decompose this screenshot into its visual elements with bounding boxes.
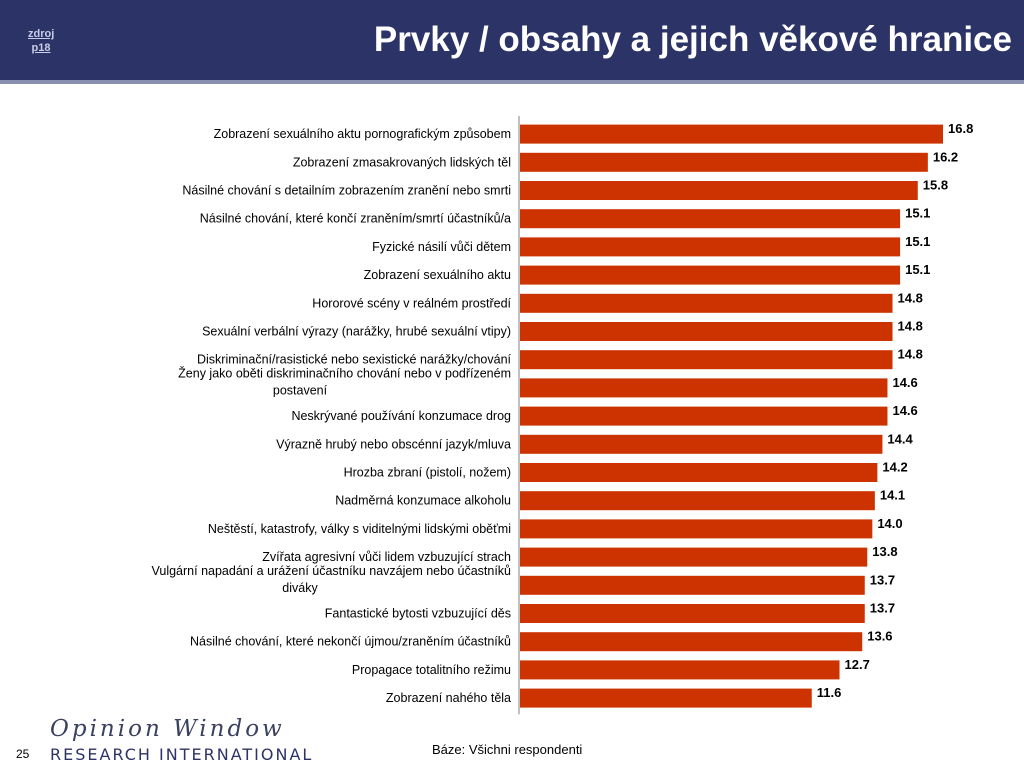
category-label: Ženy jako oběti diskriminačního chování … (178, 365, 511, 380)
data-label: 14.6 (892, 375, 917, 390)
bar (520, 632, 863, 652)
category-label: Hrozba zbraní (pistolí, nožem) (344, 466, 511, 480)
data-label: 14.2 (882, 460, 907, 475)
source-link-line1[interactable]: zdroj (28, 28, 55, 40)
brand-logo-script: Opinion Window (50, 716, 285, 742)
bar (520, 491, 875, 511)
bar (520, 265, 901, 285)
data-label: 14.8 (898, 290, 923, 305)
bar (520, 124, 943, 144)
bar (520, 322, 893, 341)
data-label: 15.1 (905, 206, 930, 221)
bar (520, 378, 888, 398)
data-label: 14.1 (880, 488, 905, 503)
category-label: Zobrazení zmasakrovaných lidských těl (293, 155, 511, 169)
header-bar (0, 0, 1024, 80)
data-label: 15.1 (905, 234, 930, 249)
data-label: 15.1 (905, 262, 930, 277)
bar (520, 575, 865, 595)
source-link-line2[interactable]: p18 (31, 42, 51, 54)
data-label: 14.0 (877, 516, 902, 531)
category-label: Propagace totalitního režimu (352, 663, 511, 677)
bar (520, 350, 893, 370)
data-label: 14.6 (892, 403, 917, 418)
bar (520, 209, 901, 229)
bar (520, 406, 888, 426)
bar (520, 434, 883, 454)
data-label: 16.2 (933, 149, 958, 164)
category-label: Násilné chování, které končí zraněním/sm… (200, 212, 511, 226)
header-divider (0, 80, 1024, 84)
category-label: postavení (273, 383, 328, 397)
brand-logo-corporate: RESEARCH INTERNATIONAL (50, 745, 314, 764)
data-label: 12.7 (845, 657, 870, 672)
data-label: 13.8 (872, 544, 897, 559)
data-label: 14.8 (898, 319, 923, 334)
category-label: Diskriminační/rasistické nebo sexistické… (197, 353, 512, 367)
bar (520, 181, 918, 200)
category-label: Hororové scény v reálném prostředí (312, 296, 511, 310)
data-label: 13.7 (870, 601, 895, 616)
page-number: 25 (16, 747, 30, 761)
bar (520, 293, 893, 313)
bar (520, 688, 812, 708)
bar (520, 519, 873, 539)
data-label: 11.6 (817, 685, 842, 700)
bar (520, 547, 868, 567)
base-note: Báze: Všichni respondenti (432, 742, 583, 757)
category-label: Zobrazení nahého těla (386, 691, 511, 705)
category-label: Sexuální verbální výrazy (narážky, hrubé… (202, 325, 511, 339)
data-label: 13.6 (867, 629, 892, 644)
bar (520, 152, 928, 172)
category-label: Nadměrná konzumace alkoholu (335, 494, 511, 508)
bar (520, 237, 901, 257)
data-label: 14.4 (887, 431, 913, 446)
bar (520, 604, 865, 623)
category-label: Zvířata agresivní vůči lidem vzbuzující … (262, 550, 511, 564)
category-label: Násilné chování s detailním zobrazením z… (182, 184, 511, 198)
data-label: 14.8 (898, 347, 923, 362)
page-title: Prvky / obsahy a jejich věkové hranice (373, 20, 1012, 59)
category-label: Vulgární napadání a urážení účastníku na… (152, 564, 512, 578)
category-label: Zobrazení sexuálního aktu (364, 268, 511, 282)
data-label: 15.8 (923, 178, 948, 193)
category-label: Fantastické bytosti vzbuzující děs (325, 607, 511, 621)
category-label: Neštěstí, katastrofy, války s viditelným… (208, 522, 511, 536)
category-label: Násilné chování, které nekončí újmou/zra… (190, 635, 511, 649)
category-label: Výrazně hrubý nebo obscénní jazyk/mluva (276, 437, 511, 451)
bar (520, 660, 840, 680)
source-link[interactable]: zdroj p18 (28, 27, 54, 55)
category-label: diváky (282, 581, 318, 595)
category-label: Zobrazení sexuálního aktu pornografickým… (214, 127, 511, 141)
category-label: Neskrývané používání konzumace drog (291, 409, 511, 423)
bar (520, 463, 878, 482)
category-label: Fyzické násilí vůči dětem (372, 240, 511, 254)
data-label: 13.7 (870, 572, 895, 587)
data-label: 16.8 (948, 121, 973, 136)
